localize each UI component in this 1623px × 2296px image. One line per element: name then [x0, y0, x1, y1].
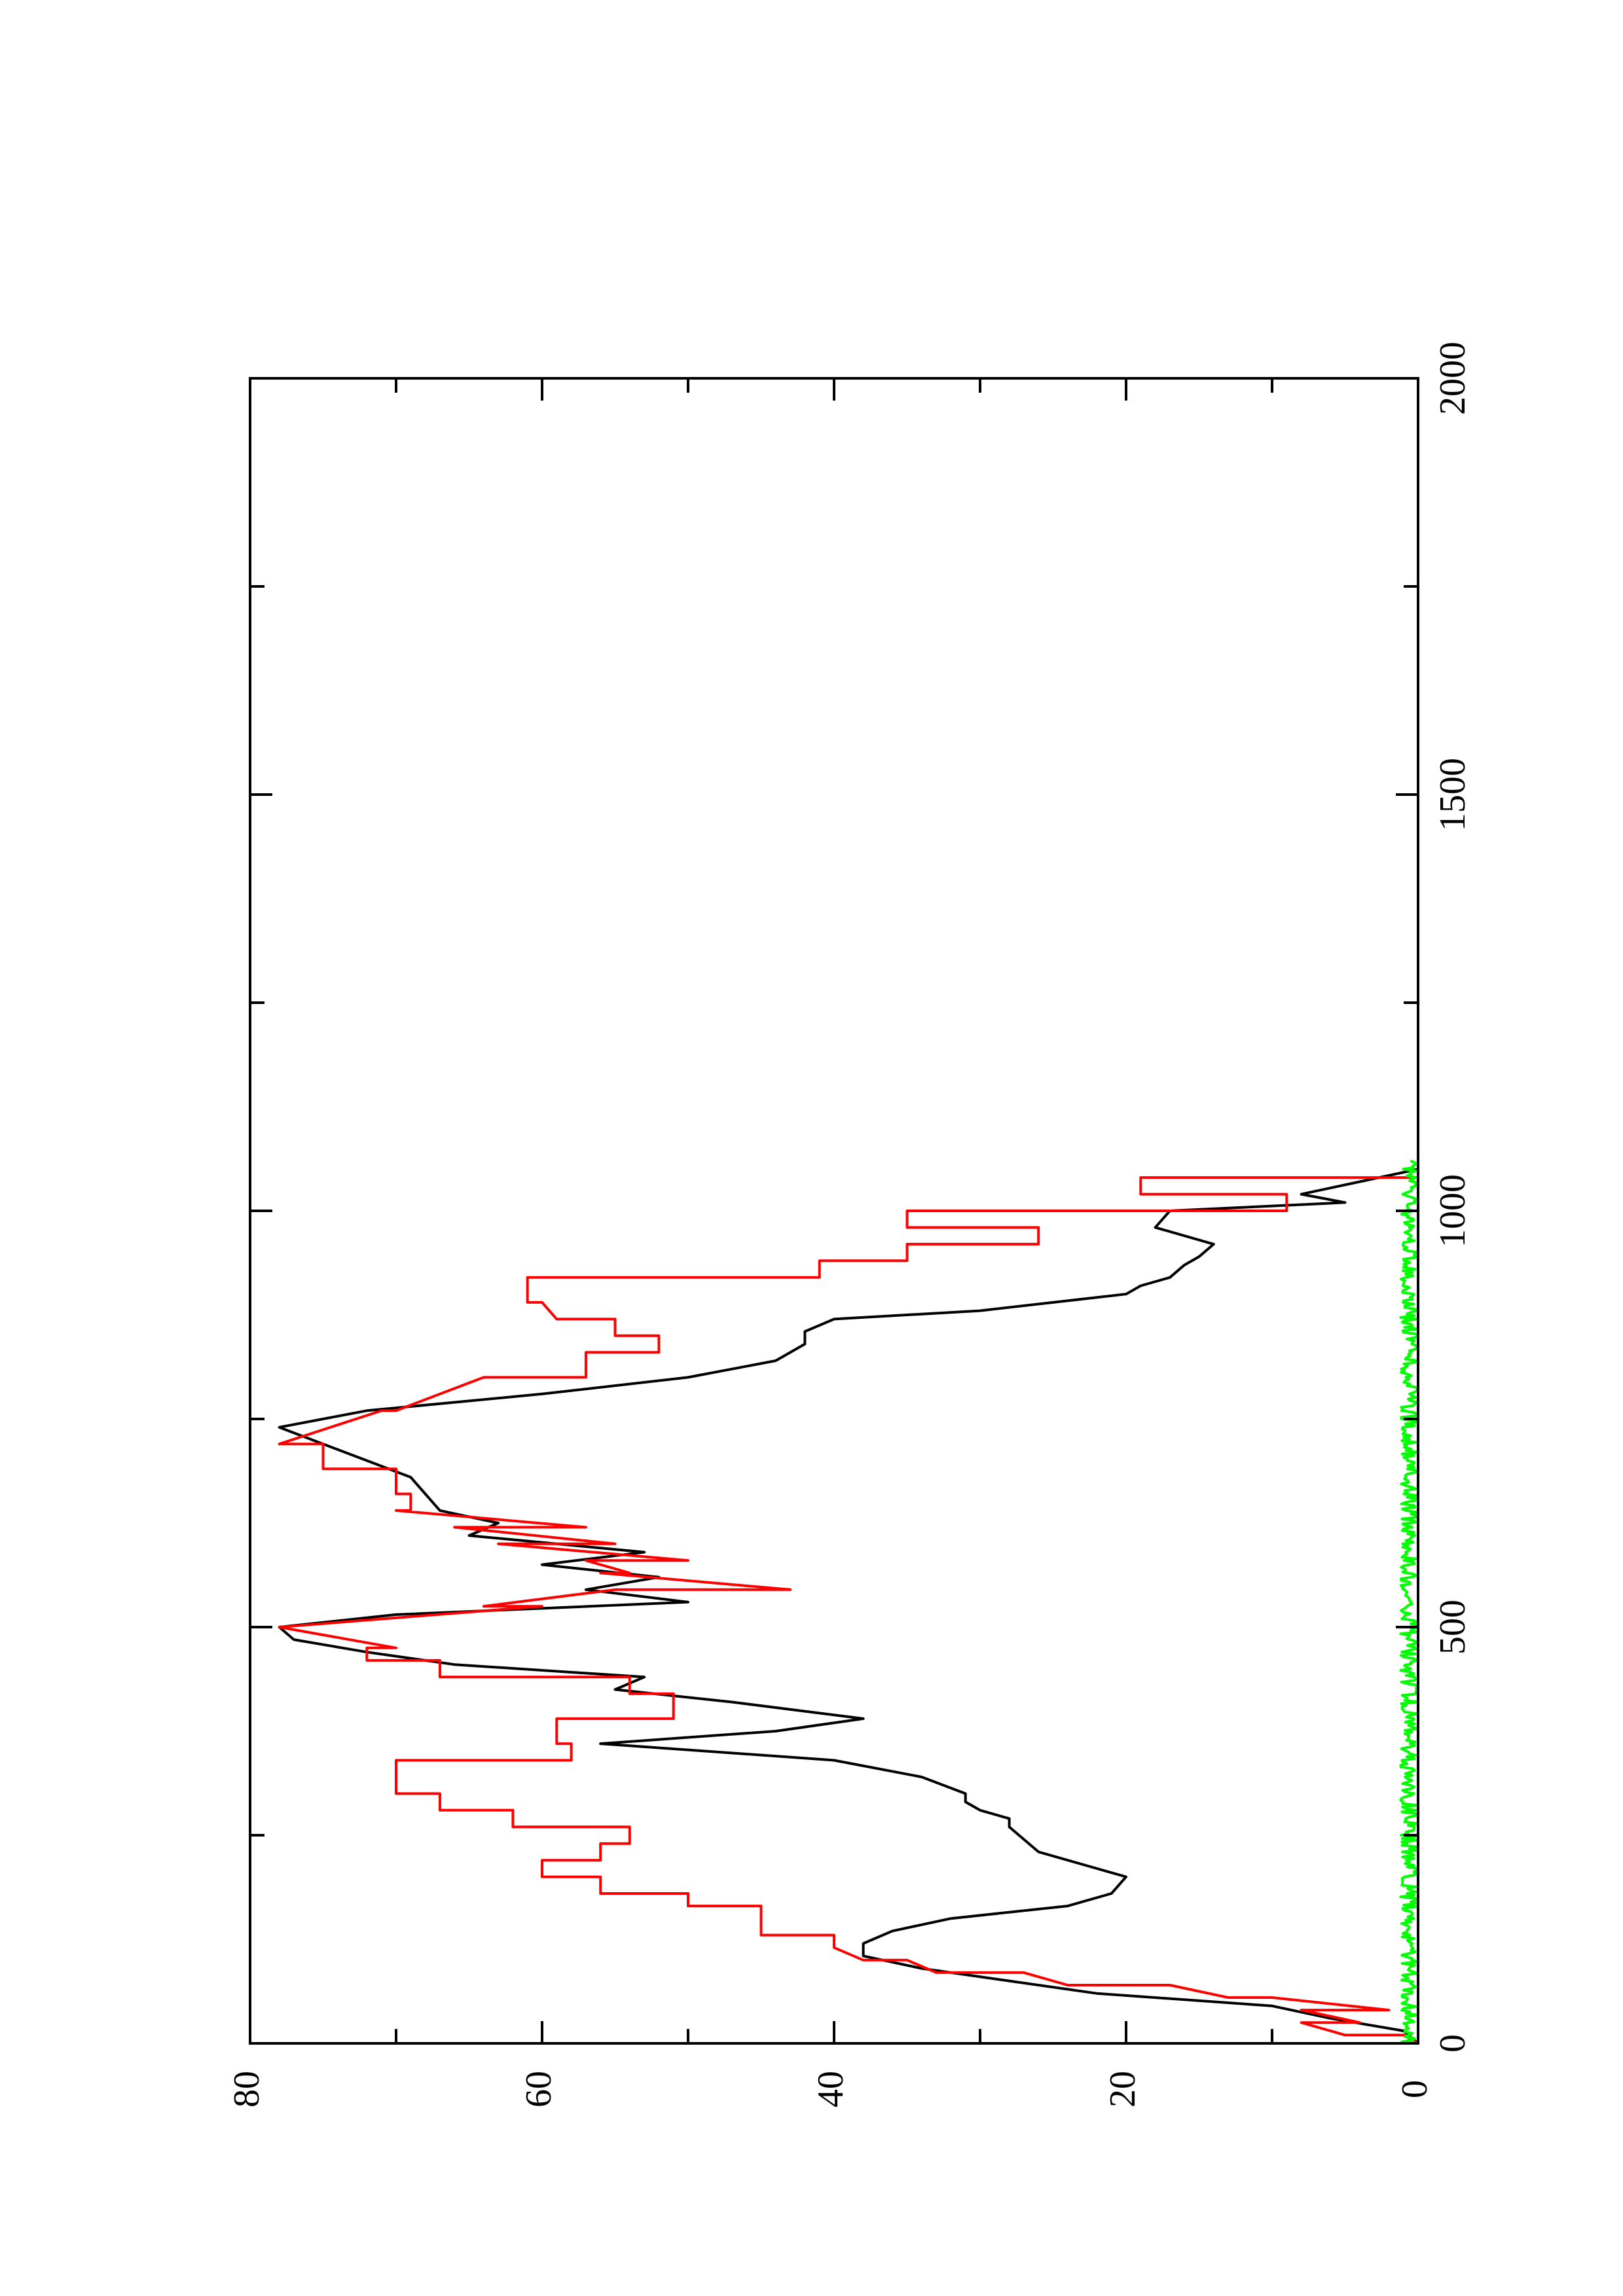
y-tick-label: 60: [519, 2071, 559, 2108]
series-line-1: [278, 1165, 1419, 2045]
series-layer: [278, 1159, 1419, 2045]
x-tick-label: 0: [1432, 2034, 1473, 2053]
y-tick-label: 40: [811, 2071, 851, 2108]
series-line-0: [278, 1168, 1419, 2045]
y-tick-label: 80: [227, 2071, 267, 2108]
ticks-layer: [249, 377, 1419, 2045]
tick-labels: 0 500 1000 1500 2000 0 20 40 60 80: [227, 342, 1473, 2108]
x-tick-label: 2000: [1432, 342, 1473, 415]
y-tick-label: 20: [1103, 2071, 1143, 2108]
y-tick-label: 0: [1395, 2080, 1435, 2098]
x-tick-label: 1500: [1432, 758, 1473, 831]
plot-frame: [249, 377, 1419, 2045]
x-tick-label: 1000: [1432, 1174, 1473, 1247]
series-line-2: [1399, 1159, 1419, 2045]
x-tick-label: 500: [1432, 1600, 1473, 1655]
